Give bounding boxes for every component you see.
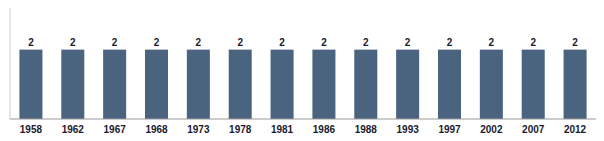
- x-tick-label: 1981: [271, 124, 294, 135]
- data-label: 2: [70, 37, 76, 48]
- bar: [396, 50, 419, 119]
- data-label: 2: [112, 37, 118, 48]
- x-tick-label: 1986: [313, 124, 336, 135]
- chart-container: 1958 1962 1967 1968 1973 1978 1981 1986 1988 1993…: [0, 0, 604, 141]
- bar: [271, 50, 294, 119]
- data-label: 2: [237, 37, 243, 48]
- x-tick-label: 1997: [438, 124, 461, 135]
- data-label: 2: [572, 37, 578, 48]
- bars: [19, 50, 586, 119]
- data-label: 2: [530, 37, 536, 48]
- bar: [480, 50, 503, 119]
- x-tick-label: 1993: [397, 124, 420, 135]
- bar: [438, 50, 461, 119]
- chart: 1958 1962 1967 1968 1973 1978 1981 1986 1988 1993…: [0, 0, 604, 141]
- data-label: 2: [28, 37, 34, 48]
- bar: [354, 50, 377, 119]
- data-label: 2: [154, 37, 160, 48]
- data-label: 2: [279, 37, 285, 48]
- x-axis-line: [10, 119, 596, 120]
- y-axis-line: [10, 8, 11, 119]
- bar: [103, 50, 126, 119]
- data-label: 2: [489, 37, 495, 48]
- x-tick-label: 2007: [522, 124, 545, 135]
- x-tick-label: 1968: [145, 124, 168, 135]
- bar: [312, 50, 335, 119]
- x-tick-label: 1973: [187, 124, 210, 135]
- x-tick-label: 1962: [62, 124, 85, 135]
- bar: [145, 50, 168, 119]
- x-tick-label: 2012: [564, 124, 587, 135]
- x-tick-label: 1958: [20, 124, 43, 135]
- bar: [61, 50, 84, 119]
- x-tick-label: 1978: [229, 124, 252, 135]
- x-tick-label: 1967: [104, 124, 127, 135]
- x-tick-label: 2002: [480, 124, 503, 135]
- data-label: 2: [321, 37, 327, 48]
- data-label: 2: [363, 37, 369, 48]
- data-label: 2: [405, 37, 411, 48]
- bar: [564, 50, 587, 119]
- bar: [187, 50, 210, 119]
- bar: [19, 50, 42, 119]
- bar: [229, 50, 252, 119]
- data-label: 2: [447, 37, 453, 48]
- data-label: 2: [196, 37, 202, 48]
- x-tick-label: 1988: [355, 124, 378, 135]
- bar: [522, 50, 545, 119]
